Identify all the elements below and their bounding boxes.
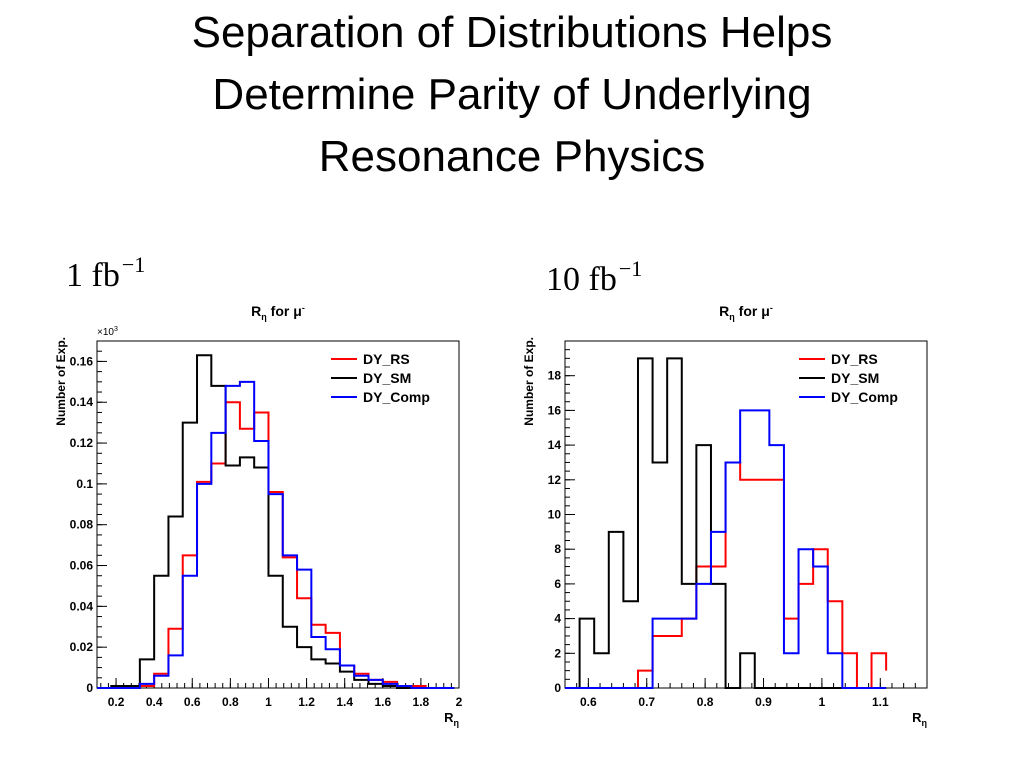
histogram-series-dy-comp: [565, 409, 887, 689]
slide-title-line: Determine Parity of Underlying: [212, 70, 812, 119]
x-tick-label: 1.6: [374, 695, 391, 709]
luminosity-value: 10 fb: [546, 261, 617, 298]
legend-entry: DY_Comp: [831, 389, 898, 405]
histogram-chart-left: Rη for μ- 0.2 0.4 0.6 0.8 1 1.2 1.4 1.6 1.8 2 0 0.02…: [54, 303, 463, 728]
x-tick-label: 1: [819, 695, 826, 709]
y-tick-label: 2: [554, 646, 561, 660]
x-tick-label: 1.1: [872, 695, 889, 709]
x-tick-label: 0.6: [580, 695, 597, 709]
chart-title: Rη for μ-: [251, 303, 305, 322]
x-tick-label: 0.4: [146, 695, 163, 709]
x-tick-label: 0.7: [638, 695, 655, 709]
chart-title: Rη for μ-: [719, 303, 773, 322]
x-tick-label: 0.2: [108, 695, 125, 709]
y-tick-label: 0.14: [70, 395, 94, 409]
legend-entry: DY_SM: [831, 370, 879, 386]
y-tick-label: 14: [548, 438, 562, 452]
x-tick-label: 0.6: [184, 695, 201, 709]
y-tick-label: 18: [548, 369, 562, 383]
x-tick-label: 0.8: [222, 695, 239, 709]
y-tick-label: 0.16: [70, 354, 94, 368]
x-axis-label: Rη: [444, 710, 459, 728]
slide-title-line: Separation of Distributions Helps: [191, 8, 833, 57]
histogram-chart-right: Rη for μ- 0.6 0.7 0.8 0.9 1 1.1 0 2 4 6 8 10 12 14 16 18…: [522, 303, 928, 728]
histogram-series-dy-sm: [97, 354, 455, 689]
slide-title: Separation of Distributions Helps Determ…: [0, 0, 1024, 188]
x-tick-label: 0.8: [697, 695, 714, 709]
y-tick-label: 6: [554, 577, 561, 591]
x-tick-label: 1.8: [413, 695, 430, 709]
y-tick-label: 16: [548, 403, 562, 417]
y-tick-label: 12: [548, 473, 562, 487]
histogram-series-dy-comp: [97, 380, 455, 689]
legend-entry: DY_RS: [831, 351, 878, 367]
x-tick-label: 2: [456, 695, 463, 709]
y-tick-label: 8: [554, 542, 561, 556]
y-tick-label: 0.08: [70, 518, 94, 532]
luminosity-label-right: 10 fb−1: [546, 256, 642, 299]
x-tick-label: 1.4: [336, 695, 353, 709]
y-tick-label: 10: [548, 508, 562, 522]
x-tick-label: 0.9: [755, 695, 772, 709]
luminosity-exponent: −1: [618, 256, 643, 281]
legend-entry: DY_SM: [363, 370, 411, 386]
y-tick-label: 0.1: [76, 477, 93, 491]
legend-entry: DY_Comp: [363, 389, 430, 405]
legend-entry: DY_RS: [363, 351, 410, 367]
y-tick-label: 0.12: [70, 436, 94, 450]
histogram-series-dy-sm: [565, 357, 887, 689]
x-tick-label: 1.2: [298, 695, 315, 709]
y-axis-multiplier: ×103: [97, 326, 118, 338]
x-tick-label: 1: [265, 695, 272, 709]
luminosity-exponent: −1: [121, 252, 146, 277]
x-axis-label: Rη: [912, 710, 927, 728]
y-tick-label: 0: [554, 681, 561, 695]
y-axis-label: Number of Exp.: [54, 337, 68, 426]
histogram-panel-left: Rη for μ- 0.2 0.4 0.6 0.8 1 1.2 1.4 1.6 1.8 2 0 0.02…: [51, 297, 506, 733]
y-tick-label: 0.04: [70, 599, 94, 613]
histogram-series-dy-rs: [97, 401, 455, 689]
histogram-panel-right: Rη for μ- 0.6 0.7 0.8 0.9 1 1.1 0 2 4 6 8 10 12 14 16 18…: [519, 297, 974, 733]
y-axis-label: Number of Exp.: [522, 337, 536, 426]
y-tick-label: 0.06: [70, 559, 94, 573]
luminosity-value: 1 fb: [66, 257, 120, 294]
slide-title-line: Resonance Physics: [318, 132, 706, 181]
y-tick-label: 0: [86, 681, 93, 695]
y-tick-label: 4: [554, 612, 561, 626]
luminosity-label-left: 1 fb−1: [66, 252, 145, 295]
y-tick-label: 0.02: [70, 640, 94, 654]
